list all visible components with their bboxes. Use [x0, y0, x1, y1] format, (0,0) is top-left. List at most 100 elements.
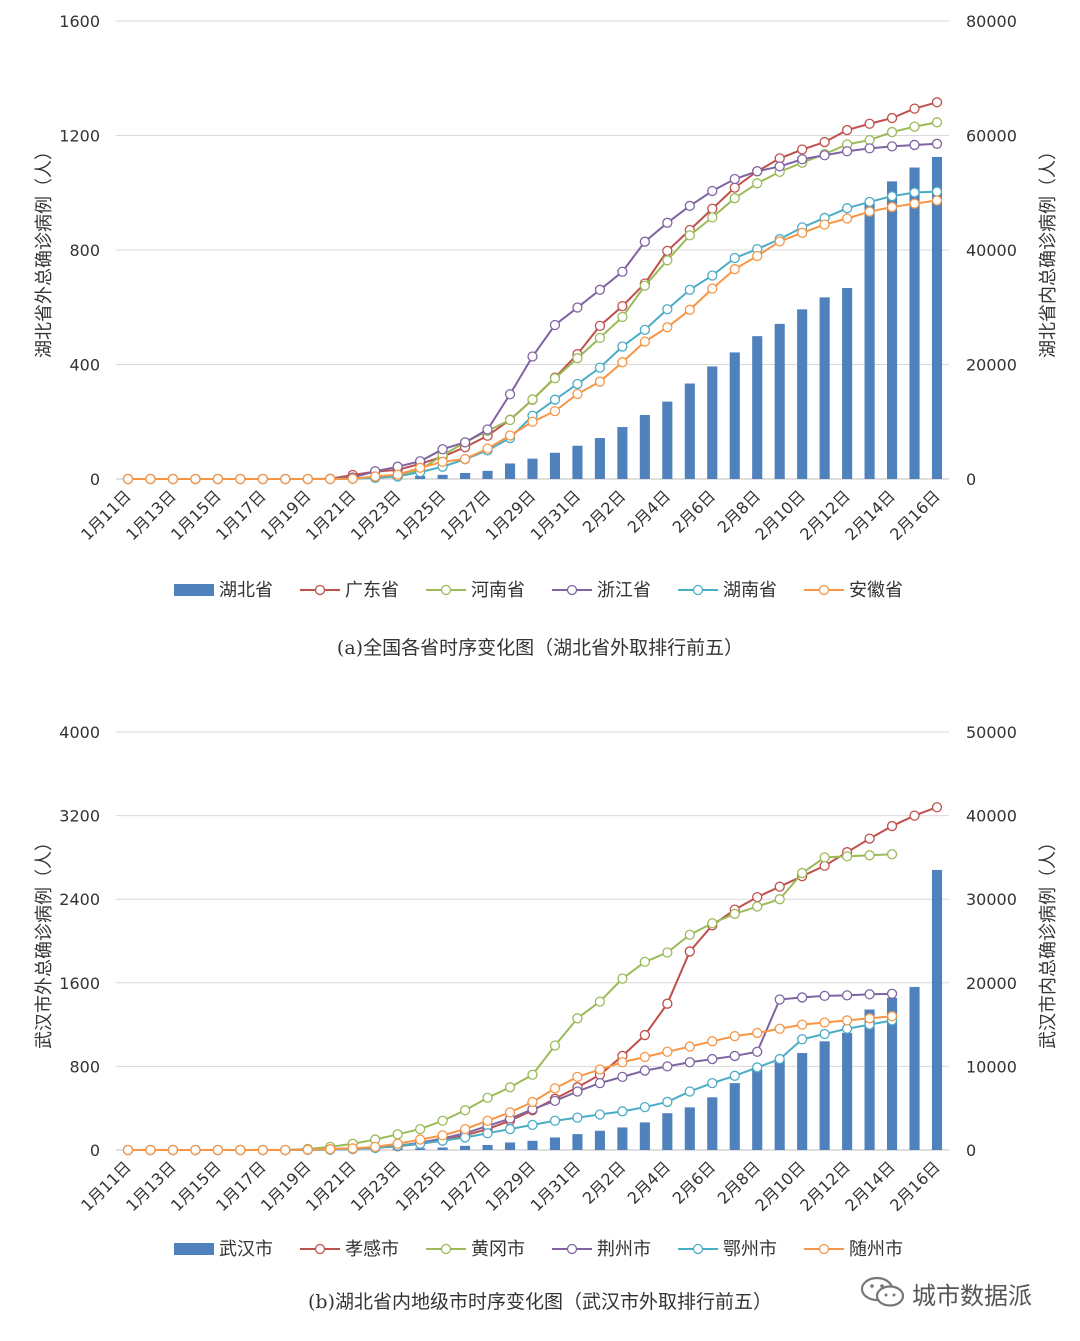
- bar-武汉市: [415, 1148, 426, 1150]
- bar-武汉市: [617, 1127, 628, 1150]
- data-point-浙江省: [864, 143, 875, 154]
- data-point-浙江省: [729, 173, 740, 185]
- data-point-荆州市: [707, 1053, 718, 1065]
- x-tick-label: 2月6日: [669, 1157, 719, 1207]
- data-point-黄冈市: [662, 947, 673, 958]
- data-point-安徽省: [437, 456, 448, 467]
- data-point-安徽省: [527, 416, 538, 427]
- data-point-黄冈市: [549, 1040, 561, 1051]
- y2-tick-label: 20000: [966, 356, 1017, 375]
- bar-湖北省: [752, 336, 763, 479]
- data-point-安徽省: [280, 473, 291, 485]
- data-point-随州市: [235, 1144, 246, 1156]
- data-point-黄冈市: [639, 956, 651, 968]
- data-point-浙江省: [617, 266, 628, 277]
- data-point-鄂州市: [819, 1028, 830, 1040]
- data-point-河南省: [527, 394, 538, 405]
- y2-tick-label: 0: [966, 470, 976, 489]
- data-point-随州市: [797, 1019, 808, 1030]
- data-point-孝感市: [662, 998, 673, 1009]
- data-point-湖南省: [617, 341, 628, 352]
- legend-label: 随州市: [849, 1239, 903, 1260]
- data-point-河南省: [662, 255, 673, 266]
- data-point-鄂州市: [504, 1123, 516, 1135]
- data-point-安徽省: [459, 453, 471, 465]
- legend-label: 浙江省: [597, 580, 651, 601]
- data-point-荆州市: [572, 1086, 583, 1097]
- data-point-黄冈市: [504, 1082, 516, 1093]
- legend-swatch-marker: [818, 584, 830, 596]
- data-point-河南省: [729, 193, 740, 204]
- legend-label: 湖南省: [723, 580, 777, 601]
- bar-武汉市: [594, 1130, 605, 1150]
- data-point-浙江省: [482, 424, 493, 435]
- data-point-随州市: [707, 1036, 718, 1047]
- x-tick-label: 2月2日: [579, 486, 629, 536]
- data-point-随州市: [864, 1013, 875, 1024]
- data-point-随州市: [841, 1015, 853, 1026]
- data-point-黄冈市: [437, 1115, 448, 1126]
- bar-武汉市: [819, 1041, 830, 1150]
- data-point-浙江省: [459, 437, 471, 448]
- bar-湖北省: [617, 427, 628, 479]
- x-tick-label: 2月4日: [624, 1157, 674, 1207]
- y-tick-label: 4000: [59, 723, 100, 742]
- data-point-孝感市: [886, 820, 898, 832]
- data-point-随州市: [212, 1144, 224, 1156]
- data-point-荆州市: [864, 989, 875, 1000]
- data-point-广东省: [617, 300, 628, 312]
- data-point-黄冈市: [684, 929, 695, 940]
- data-point-浙江省: [639, 236, 651, 247]
- data-point-随州市: [482, 1115, 493, 1126]
- data-point-荆州市: [639, 1065, 651, 1076]
- wechat-icon: [860, 1276, 905, 1307]
- data-point-黄冈市: [797, 867, 808, 879]
- bar-湖北省: [482, 470, 493, 479]
- data-point-鄂州市: [841, 1023, 853, 1034]
- data-point-浙江省: [909, 139, 920, 151]
- data-point-荆州市: [617, 1071, 628, 1083]
- data-point-黄冈市: [617, 973, 628, 984]
- data-point-浙江省: [797, 154, 808, 165]
- series-line-湖南省: [128, 190, 938, 480]
- data-point-安徽省: [212, 473, 224, 485]
- data-point-鄂州市: [774, 1053, 785, 1065]
- data-point-安徽省: [392, 469, 403, 480]
- y-tick-label: 0: [90, 1141, 100, 1160]
- data-point-安徽省: [572, 388, 583, 400]
- bar-武汉市: [797, 1053, 808, 1150]
- data-point-鄂州市: [572, 1112, 583, 1123]
- data-point-鄂州市: [617, 1106, 628, 1117]
- legend-label: 黄冈市: [471, 1239, 525, 1260]
- data-point-浙江省: [841, 146, 853, 157]
- data-point-安徽省: [257, 473, 268, 485]
- data-point-鄂州市: [549, 1115, 561, 1126]
- data-point-鄂州市: [752, 1062, 763, 1073]
- bar-武汉市: [527, 1140, 538, 1150]
- data-point-河南省: [617, 311, 628, 323]
- data-point-黄冈市: [774, 894, 785, 905]
- data-point-随州市: [662, 1046, 673, 1057]
- x-tick-label: 2月2日: [579, 1157, 629, 1207]
- data-point-鄂州市: [684, 1086, 695, 1097]
- data-point-河南省: [707, 212, 718, 223]
- legend-label: 鄂州市: [723, 1239, 777, 1260]
- data-point-随州市: [325, 1144, 336, 1155]
- data-point-随州市: [280, 1144, 291, 1156]
- bar-武汉市: [437, 1147, 448, 1150]
- series-line-安徽省: [128, 199, 938, 480]
- data-point-孝感市: [909, 810, 920, 821]
- data-point-鄂州市: [639, 1102, 651, 1113]
- x-tick-label: 1月31日: [527, 486, 585, 544]
- data-point-浙江省: [774, 161, 785, 172]
- bar-湖北省: [549, 452, 561, 479]
- y-tick-label: 0: [90, 470, 100, 489]
- y2-axis-title: 武汉市内总确诊病例（人）: [1038, 833, 1059, 1049]
- data-point-随州市: [729, 1030, 740, 1042]
- data-point-随州市: [437, 1130, 448, 1141]
- data-point-安徽省: [167, 473, 179, 485]
- bar-武汉市: [931, 869, 943, 1150]
- chart-panel-a: 0 0 400 20000 800 40000 1200 60000 1600 80000 湖北省外…: [0, 0, 1080, 668]
- y2-tick-label: 60000: [966, 127, 1017, 146]
- bar-武汉市: [909, 986, 920, 1150]
